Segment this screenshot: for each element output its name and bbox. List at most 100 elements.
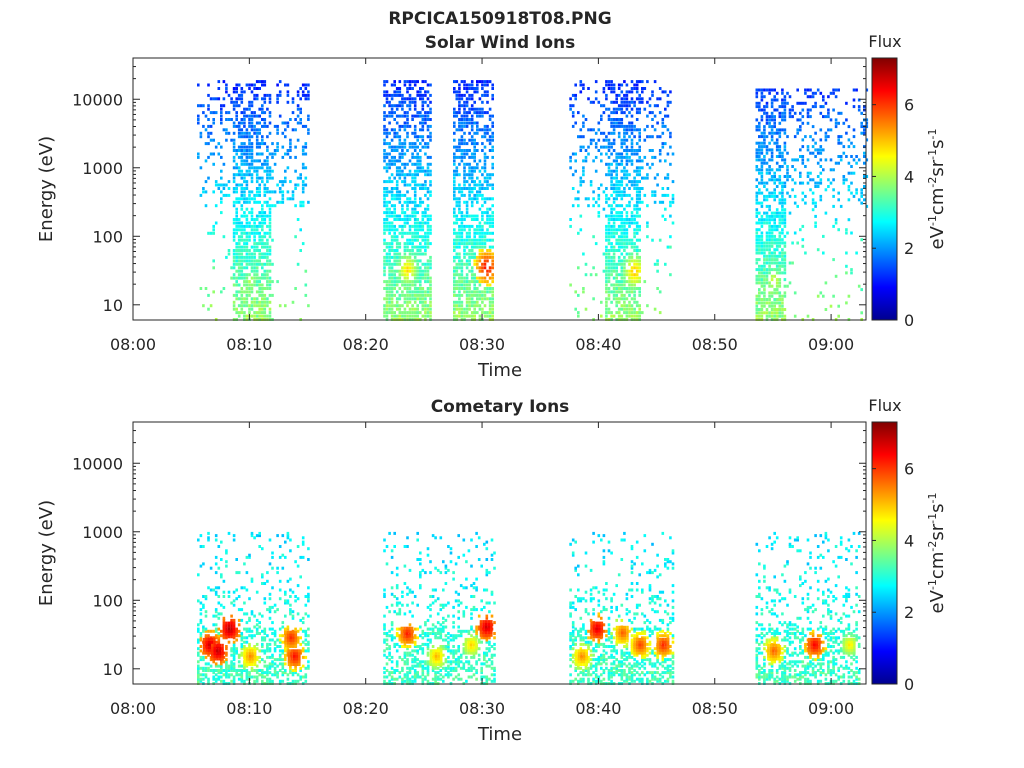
spectrogram-cell bbox=[294, 155, 297, 159]
spectrogram-cell bbox=[281, 180, 285, 184]
spectrogram-cell bbox=[781, 248, 784, 252]
spectrogram-cell bbox=[429, 180, 432, 184]
spectrogram-cell bbox=[458, 207, 461, 211]
spectrogram-cell bbox=[268, 677, 272, 681]
spectrogram-cell bbox=[225, 255, 228, 259]
spectrogram-cell bbox=[615, 97, 618, 101]
spectrogram-cell bbox=[620, 252, 624, 256]
spectrogram-cell bbox=[483, 180, 487, 184]
spectrogram-cell bbox=[612, 124, 616, 128]
spectrogram-cell bbox=[473, 121, 476, 125]
spectrogram-cell bbox=[212, 636, 215, 640]
spectrogram-cell bbox=[638, 304, 641, 308]
spectrogram-cell bbox=[791, 115, 794, 119]
spectrogram-cell bbox=[271, 586, 274, 590]
spectrogram-cell bbox=[460, 138, 464, 142]
spectrogram-cell bbox=[453, 152, 456, 156]
spectrogram-cell bbox=[261, 83, 264, 87]
spectrogram-cell bbox=[465, 187, 469, 190]
spectrogram-cell bbox=[278, 634, 282, 638]
spectrogram-cell bbox=[408, 80, 412, 84]
spectrogram-cell bbox=[416, 221, 419, 225]
spectrogram-cell bbox=[768, 91, 771, 95]
spectrogram-cell bbox=[426, 238, 430, 242]
spectrogram-cell bbox=[602, 145, 606, 149]
spectrogram-cell bbox=[643, 193, 647, 197]
spectrogram-cell bbox=[483, 314, 487, 318]
spectrogram-cell bbox=[245, 235, 249, 239]
spectrogram-cell bbox=[250, 207, 254, 211]
spectrogram-cell bbox=[625, 124, 629, 128]
spectrogram-cell bbox=[199, 564, 203, 568]
spectrogram-cell bbox=[276, 566, 279, 570]
spectrogram-cell bbox=[207, 307, 210, 311]
spectrogram-cell bbox=[227, 193, 231, 197]
spectrogram-cell bbox=[460, 104, 464, 108]
spectrogram-cell bbox=[278, 80, 282, 84]
spectrogram-cell bbox=[605, 162, 608, 166]
spectrogram-cell bbox=[488, 118, 492, 121]
spectrogram-cell bbox=[470, 218, 474, 221]
spectrogram-cell bbox=[589, 142, 593, 146]
spectrogram-cell bbox=[393, 218, 396, 221]
spectrogram-cell bbox=[763, 194, 766, 198]
spectrogram-cell bbox=[401, 235, 404, 239]
spectrogram-cell bbox=[617, 131, 621, 135]
spectrogram-cell bbox=[760, 108, 764, 112]
spectrogram-cell bbox=[488, 245, 492, 249]
spectrogram-cell bbox=[250, 231, 254, 235]
spectrogram-cell bbox=[755, 294, 759, 298]
spectrogram-cell bbox=[225, 128, 228, 132]
spectrogram-cell bbox=[491, 307, 494, 311]
spectrogram-cell bbox=[413, 218, 417, 221]
spectrogram-cell bbox=[395, 297, 399, 301]
spectrogram-cell bbox=[755, 248, 759, 252]
spectrogram-cell bbox=[204, 669, 208, 672]
spectrogram-cell bbox=[255, 259, 259, 263]
spectrogram-cell bbox=[220, 107, 223, 111]
spectrogram-cell bbox=[453, 197, 456, 201]
spectrogram-cell bbox=[217, 675, 221, 679]
spectrogram-cell bbox=[486, 238, 489, 242]
spectrogram-cell bbox=[235, 632, 238, 635]
spectrogram-cell bbox=[281, 673, 285, 677]
spectrogram-cell bbox=[865, 175, 869, 178]
spectrogram-cell bbox=[768, 268, 771, 272]
spectrogram-cell bbox=[403, 100, 407, 104]
spectrogram-cell bbox=[582, 290, 585, 294]
spectrogram-cell bbox=[852, 194, 856, 198]
spectrogram-cell bbox=[824, 188, 828, 192]
spectrogram-cell bbox=[786, 178, 789, 182]
spectrogram-cell bbox=[263, 80, 267, 84]
spectrogram-cell bbox=[388, 152, 391, 156]
spectrogram-cell bbox=[390, 93, 394, 97]
spectrogram-cell bbox=[248, 138, 251, 142]
spectrogram-cell bbox=[426, 155, 430, 159]
spectrogram-cell bbox=[773, 115, 776, 119]
spectrogram-cell bbox=[610, 100, 613, 104]
spectrogram-cell bbox=[584, 118, 588, 121]
spectrogram-cell bbox=[393, 90, 396, 94]
spectrogram-cell bbox=[197, 152, 200, 156]
spectrogram-cell bbox=[455, 304, 459, 308]
spectrogram-cell bbox=[268, 197, 272, 201]
spectrogram-cell bbox=[271, 280, 274, 284]
spectrogram-cell bbox=[594, 155, 598, 159]
spectrogram-cell bbox=[385, 259, 389, 263]
spectrogram-cell bbox=[453, 300, 456, 304]
spectrogram-cell bbox=[778, 294, 782, 298]
spectrogram-cell bbox=[633, 214, 636, 218]
spectrogram-cell bbox=[286, 149, 290, 152]
spectrogram-cell bbox=[760, 274, 764, 278]
spectrogram-cell bbox=[268, 649, 272, 653]
spectrogram-cell bbox=[643, 176, 647, 180]
spectrogram-cell bbox=[829, 128, 833, 132]
spectrogram-cell bbox=[612, 207, 616, 211]
spectrogram-cell bbox=[258, 200, 261, 204]
spectrogram-cell bbox=[276, 124, 279, 128]
spectrogram-cell bbox=[577, 266, 580, 270]
spectrogram-cell bbox=[758, 278, 761, 282]
spectrogram-cell bbox=[755, 208, 759, 212]
spectrogram-cell bbox=[770, 101, 774, 105]
spectrogram-cell bbox=[786, 101, 789, 105]
